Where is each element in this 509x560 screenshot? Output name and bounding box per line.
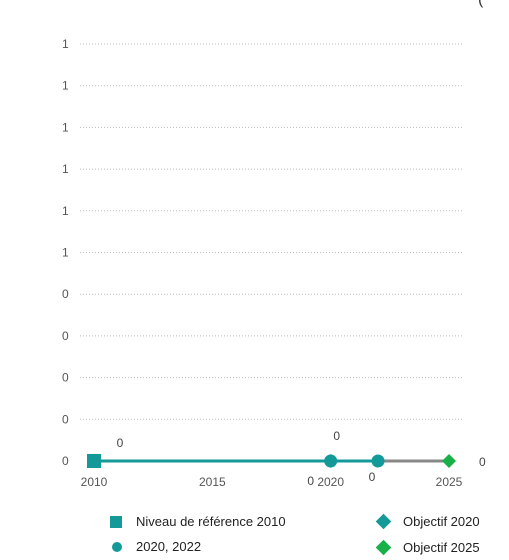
y-axis: 0 0 0 0 0 1 1 1 1 1 1 (62, 37, 69, 468)
grid (80, 43, 462, 420)
data-label: 0 (117, 436, 124, 450)
y-tick-label: 1 (62, 162, 69, 176)
point-marker-circle (371, 454, 385, 468)
corner-fragment: ( (478, 0, 483, 9)
data-label: 0 (333, 429, 340, 443)
point-marker-diamond (323, 454, 338, 468)
data-label: 0 (479, 455, 486, 469)
y-tick-label: 0 (62, 412, 69, 426)
y-tick-label: 1 (62, 246, 69, 260)
data-labels: 0 0 0 0 0 (117, 429, 486, 488)
data-label: 0 (307, 474, 314, 488)
y-tick-label: 1 (62, 79, 69, 93)
y-tick-label: 1 (62, 37, 69, 51)
y-tick-label: 1 (62, 120, 69, 134)
y-tick-label: 0 (62, 329, 69, 343)
x-tick-label: 2010 (81, 475, 108, 489)
x-tick-label: 2015 (199, 475, 226, 489)
data-label: 0 (369, 470, 376, 484)
x-tick-label: 2025 (436, 475, 463, 489)
y-tick-label: 0 (62, 371, 69, 385)
point-marker-diamond (442, 454, 456, 468)
y-tick-label: 0 (62, 287, 69, 301)
x-axis: 2010 2015 2020 2025 (81, 475, 463, 489)
x-tick-label: 2020 (317, 475, 344, 489)
point-marker-square (87, 454, 101, 468)
y-tick-label: 0 (62, 454, 69, 468)
series-marks (87, 454, 456, 468)
y-tick-label: 1 (62, 204, 69, 218)
